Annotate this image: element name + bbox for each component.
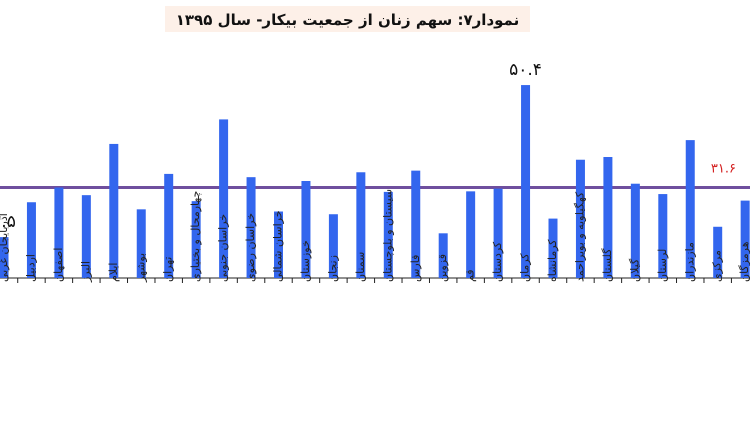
- average-line-label: ۳۱.۶: [711, 162, 736, 177]
- x-tick-label: چهارمحال و بختیاری: [189, 191, 202, 282]
- x-tick-label: گیلان: [628, 258, 641, 282]
- x-tick-label: مازندران: [683, 242, 696, 282]
- bar-5: [109, 143, 119, 278]
- bar-3: [54, 187, 64, 278]
- bar-8: [191, 201, 201, 278]
- x-tick-label: اصفهان: [52, 248, 65, 282]
- bar-21: [548, 218, 558, 278]
- bar-7: [164, 173, 174, 278]
- x-tick-label: کهگیلویه و بویراحمد: [573, 191, 586, 282]
- x-tick-label: مرکزی: [711, 250, 724, 282]
- x-tick-label: هرمزگان: [738, 241, 750, 282]
- bar-24: [630, 183, 640, 278]
- bar-12: [301, 180, 311, 278]
- x-tick-label: اردبیل: [24, 254, 37, 282]
- x-tick-label: خراسان شمالی: [272, 210, 285, 282]
- bar-2: [26, 202, 36, 278]
- x-tick-label: زنجان: [326, 255, 339, 282]
- x-tick-label: بوشهر: [134, 253, 147, 283]
- bar-20: [521, 85, 531, 278]
- x-tick-label: البرز: [79, 261, 92, 283]
- x-tick-label: آذربایجان غربی: [0, 212, 10, 282]
- x-tick-label: لرستان: [656, 249, 669, 282]
- data-label: ۲.۵: [0, 212, 16, 232]
- bar-17: [438, 233, 448, 278]
- x-tick-label: سیستان و بلوچستان: [381, 189, 394, 282]
- x-tick-label: گلستان: [601, 248, 614, 282]
- x-tick-label: تهران: [162, 257, 175, 282]
- data-label: ۵۰.۴: [509, 60, 542, 80]
- bar-18: [466, 191, 476, 278]
- chart-title: نمودار۷: سهم زنان از جمعیت بیکار- سال ۱۳…: [175, 11, 520, 29]
- bar-9: [219, 119, 229, 278]
- bar-19: [493, 188, 503, 278]
- bar-11: [274, 211, 283, 278]
- x-tick-label: فارس: [409, 255, 422, 282]
- x-tick-label: خوزستان: [299, 240, 312, 282]
- x-tick-label: کردستان: [491, 241, 504, 282]
- x-tick-label: کرمانشاه: [546, 239, 559, 282]
- bar-4: [81, 195, 91, 278]
- bar-23: [603, 157, 613, 278]
- bar-14: [356, 172, 366, 278]
- bar-10: [246, 177, 256, 278]
- bar-15: [383, 191, 393, 278]
- bar-22: [575, 159, 585, 278]
- bar-27: [713, 226, 723, 278]
- x-tick-label: ایلام: [107, 263, 120, 283]
- bar-6: [136, 209, 146, 278]
- bar-26: [685, 140, 695, 278]
- bar-1: [0, 237, 9, 278]
- x-tick-label: قم: [464, 269, 477, 282]
- x-tick-label: کرمان: [519, 253, 532, 282]
- bar-28: [740, 200, 750, 278]
- x-tick-label: خراسان رضوی: [244, 213, 257, 282]
- x-tick-label: سمنان: [354, 252, 367, 282]
- chart-title-background: [165, 6, 530, 32]
- x-tick-label: قزوین: [436, 254, 449, 282]
- bar-25: [658, 194, 668, 278]
- bar-13: [328, 214, 338, 278]
- bar-16: [411, 170, 421, 278]
- x-tick-label: خراسان جنوبی: [217, 214, 230, 282]
